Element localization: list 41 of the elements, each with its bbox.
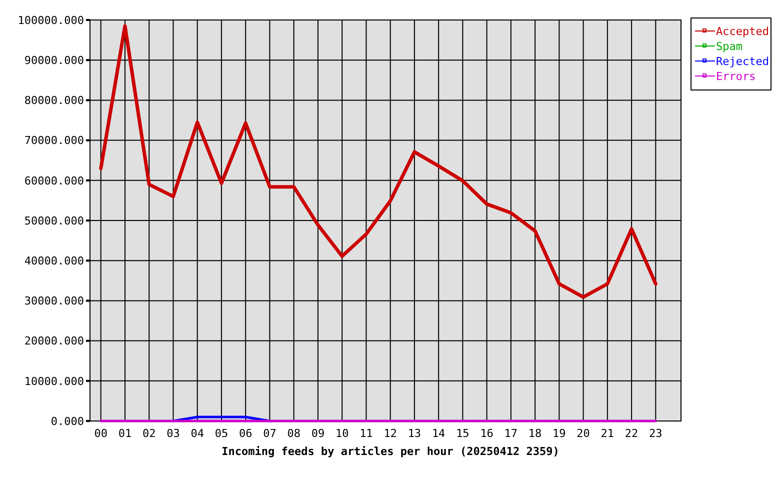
y-tick-label: 90000.000 [24,54,84,67]
x-tick-label: 11 [360,427,373,440]
x-tick-label: 13 [408,427,422,440]
legend-label: Errors [716,70,756,83]
y-tick-label: 0.000 [50,414,84,428]
y-tick-label: 30000.000 [24,294,84,308]
x-tick-label: 18 [528,427,542,440]
x-tick-label: 14 [432,427,446,440]
x-tick-label: 05 [214,427,228,440]
x-tick-label: 22 [624,427,638,440]
y-tick-label: 20000.000 [24,334,84,348]
x-tick-label: 15 [456,427,470,440]
x-tick-label: 10 [335,427,349,440]
legend-label: Spam [716,40,743,53]
y-tick-label: 40000.000 [24,254,84,268]
y-tick-label: 50000.000 [24,214,84,228]
line-series [99,24,658,299]
x-tick-label: 02 [142,427,156,440]
x-tick-label: 04 [190,427,204,440]
legend-label: Accepted [716,24,769,38]
x-tick-label: 19 [552,427,566,440]
y-tick-label: 100000.000 [18,14,84,27]
y-tick-label: 10000.000 [24,374,84,388]
x-axis-title: Incoming feeds by articles per hour (20250412 2359) [222,445,560,458]
x-tick-label: 03 [166,427,180,440]
x-tick-label: 20 [576,427,590,440]
x-tick-label: 06 [238,427,252,440]
x-tick-label: 16 [480,427,494,440]
x-tick-label: 09 [311,427,325,440]
x-tick-label: 08 [287,427,300,440]
y-tick-label: 80000.000 [24,94,84,108]
x-tick-label: 00 [94,427,108,440]
y-tick-label: 70000.000 [24,134,84,148]
x-tick-label: 17 [504,427,518,440]
legend-label: Rejected [716,54,769,68]
x-tick-label: 12 [384,427,397,440]
x-tick-label: 21 [600,427,614,440]
x-tick-label: 01 [118,427,132,440]
x-tick-label: 07 [263,427,276,440]
x-tick-label: 23 [649,427,662,440]
y-tick-label: 60000.000 [24,174,84,188]
